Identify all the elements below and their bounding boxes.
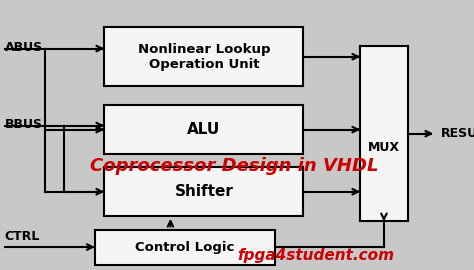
- FancyBboxPatch shape: [95, 230, 275, 265]
- FancyBboxPatch shape: [104, 105, 303, 154]
- FancyBboxPatch shape: [104, 27, 303, 86]
- Text: CTRL: CTRL: [5, 230, 40, 243]
- Text: RESULT: RESULT: [441, 127, 474, 140]
- Text: Nonlinear Lookup
Operation Unit: Nonlinear Lookup Operation Unit: [137, 43, 270, 71]
- Text: MUX: MUX: [368, 141, 400, 154]
- FancyBboxPatch shape: [104, 167, 303, 216]
- Text: Shifter: Shifter: [174, 184, 233, 199]
- Text: ABUS: ABUS: [5, 41, 43, 54]
- Text: Control Logic: Control Logic: [135, 241, 235, 254]
- Text: Coprocessor Design in VHDL: Coprocessor Design in VHDL: [90, 157, 379, 175]
- Text: fpga4student.com: fpga4student.com: [237, 248, 394, 263]
- Text: BBUS: BBUS: [5, 118, 43, 131]
- Text: ALU: ALU: [187, 122, 220, 137]
- FancyBboxPatch shape: [360, 46, 408, 221]
